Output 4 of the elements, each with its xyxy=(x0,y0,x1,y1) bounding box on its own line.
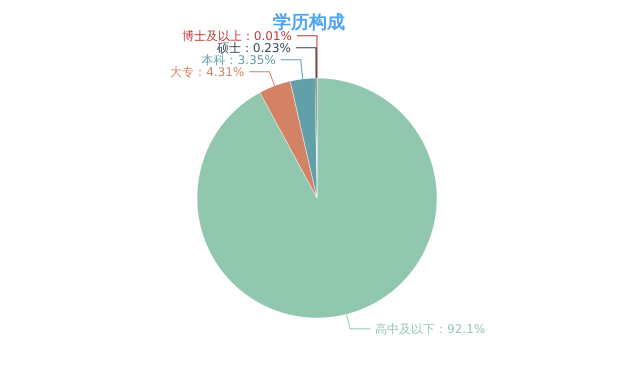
slice-label: 高中及以下：92.1% xyxy=(375,322,486,336)
slice-label: 大专：4.31% xyxy=(170,64,244,79)
slice-label: 硕士：0.23% xyxy=(216,40,291,55)
slice-label: 本科：3.35% xyxy=(202,52,276,67)
